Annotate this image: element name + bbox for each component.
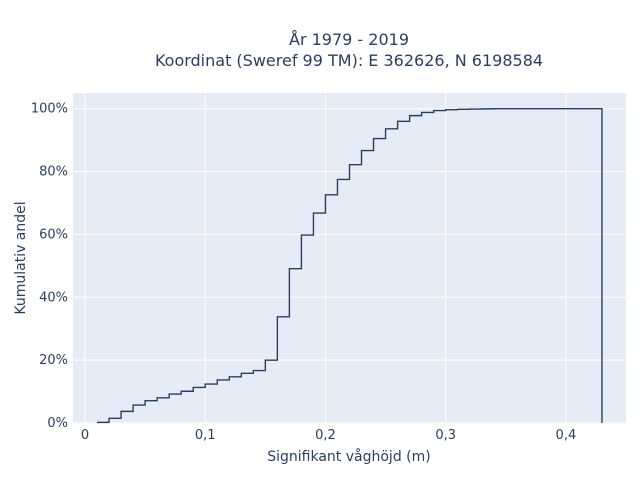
x-tick-label: 0: [81, 428, 89, 443]
x-tick-label: 0,4: [556, 428, 577, 443]
series-step-line: [97, 108, 603, 424]
y-tick-label: 60%: [39, 227, 68, 242]
y-axis-title: Kumulativ andel: [13, 201, 29, 314]
y-tick-label: 0%: [47, 416, 68, 431]
x-tick-label: 0,1: [195, 428, 216, 443]
tick-labels: 0 0,1 0,2 0,3 0,4 0% 20% 40% 60% 80% 100%: [31, 102, 576, 443]
grid: [73, 93, 626, 424]
y-tick-label: 80%: [39, 165, 68, 180]
x-axis-title: Signifikant våghöjd (m): [267, 448, 430, 465]
plot-area: [73, 93, 626, 423]
y-tick-label: 40%: [39, 290, 68, 305]
x-tick-label: 0,2: [315, 428, 336, 443]
chart-title-line-2: Koordinat (Sweref 99 TM): E 362626, N 61…: [155, 51, 543, 70]
x-tick-label: 0,3: [435, 428, 456, 443]
y-tick-label: 20%: [39, 353, 68, 368]
y-tick-label: 100%: [31, 102, 68, 117]
chart-title-line-1: År 1979 - 2019: [289, 30, 409, 49]
